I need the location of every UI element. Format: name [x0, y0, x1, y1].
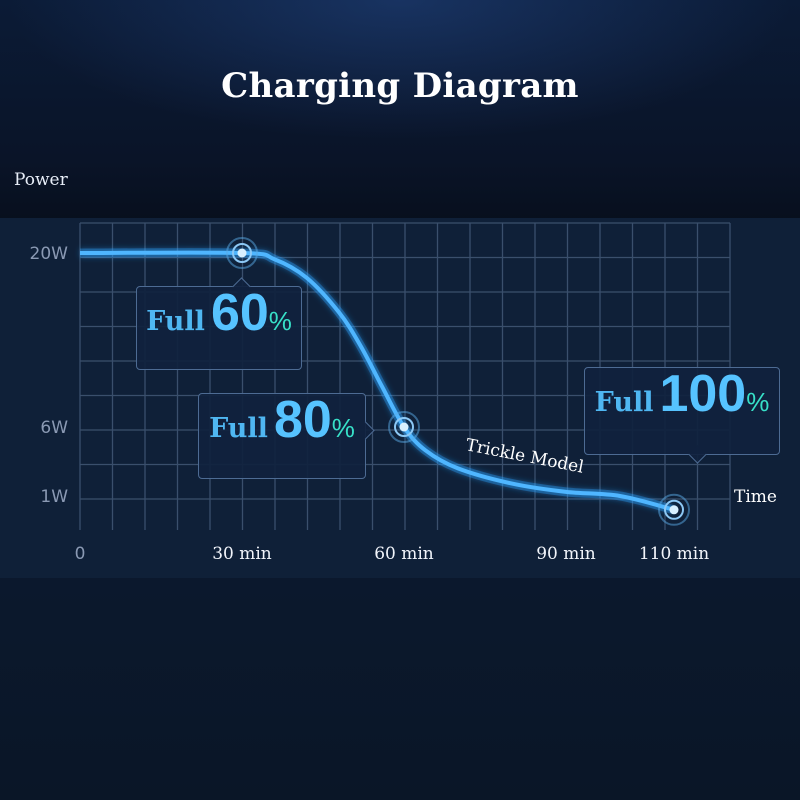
- callout-60: Full 60 %: [136, 277, 302, 370]
- x-axis-label: Time: [734, 487, 777, 507]
- marker-ring-outer: [226, 237, 258, 269]
- x-tick-label: 0: [75, 544, 86, 564]
- marker-dot: [399, 422, 409, 432]
- marker-dot: [669, 505, 679, 515]
- data-marker: [388, 411, 420, 443]
- y-tick-label: 6W: [40, 418, 68, 438]
- callout-80-value: 80: [273, 391, 332, 449]
- callout-100: Full 100 %: [584, 365, 780, 464]
- callout-60-unit: %: [268, 306, 292, 336]
- callout-80-word: Full: [209, 413, 268, 444]
- callout-100-unit: %: [746, 387, 770, 417]
- y-axis-label: Power: [14, 170, 68, 190]
- x-tick-label: 110 min: [639, 544, 709, 564]
- chart-title: Charging Diagram: [221, 66, 579, 106]
- series-line: [79, 250, 675, 512]
- marker-dot: [237, 248, 247, 258]
- axis-ticks: 20W 6W 1W 0 30 min 60 min 90 min 110 min: [30, 244, 710, 564]
- marker-ring-outer: [658, 493, 690, 526]
- marker-ring-inner: [394, 417, 414, 437]
- callout-60-value: 60: [210, 284, 269, 342]
- y-tick-label: 1W: [40, 487, 68, 507]
- callout-100-value: 100: [659, 365, 747, 423]
- y-tick-label: 20W: [30, 244, 69, 264]
- x-tick-label: 60 min: [374, 544, 434, 564]
- x-tick-label: 30 min: [212, 544, 272, 564]
- series-curve: [79, 248, 676, 515]
- data-markers: [226, 237, 690, 526]
- callout-80-unit: %: [331, 413, 355, 443]
- marker-ring-inner: [232, 243, 252, 263]
- x-tick-label: 90 min: [536, 544, 596, 564]
- marker-ring-inner: [664, 499, 684, 520]
- callout-60-word: Full: [146, 306, 205, 337]
- marker-ring-outer: [388, 411, 420, 443]
- data-marker: [226, 237, 258, 269]
- callout-80: Full 80 %: [198, 391, 375, 479]
- data-marker: [658, 493, 690, 526]
- callout-100-word: Full: [594, 387, 654, 418]
